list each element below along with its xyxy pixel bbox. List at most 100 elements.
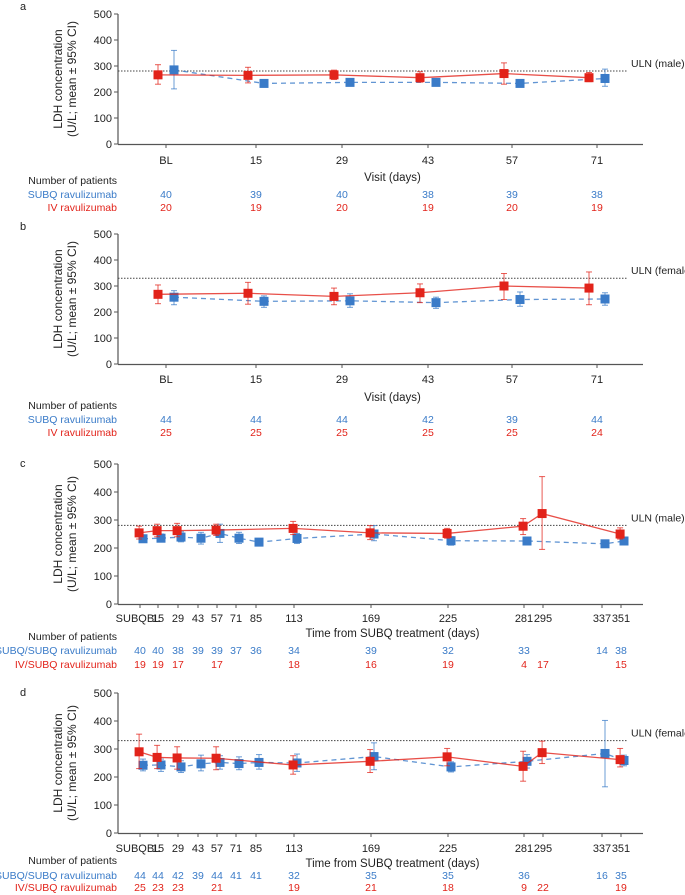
patients-count: 25 <box>160 427 172 439</box>
patients-count: 18 <box>442 882 454 894</box>
patients-count: 44 <box>250 414 262 426</box>
data-point <box>211 525 221 535</box>
y-tick-label: 200 <box>94 87 112 99</box>
data-point <box>172 526 182 536</box>
x-tick-label: 169 <box>362 613 380 625</box>
patients-count: 44 <box>591 414 603 426</box>
data-point <box>172 753 182 763</box>
data-point <box>152 526 162 536</box>
y-tick-label: 100 <box>94 333 112 345</box>
patients-count: 19 <box>442 659 454 671</box>
data-point <box>365 756 375 766</box>
y-tick-label: 200 <box>94 772 112 784</box>
x-tick-label: 15 <box>250 374 262 386</box>
series-line-subq <box>173 296 606 304</box>
patients-count: 38 <box>615 645 627 657</box>
patients-count: 4 <box>521 659 527 671</box>
y-tick-label: 100 <box>94 113 112 125</box>
y-tick-label: 200 <box>94 307 112 319</box>
y-tick-label: 500 <box>94 229 112 241</box>
patients-count: 44 <box>152 870 164 882</box>
x-axis-label: Visit (days) <box>364 392 421 404</box>
patients-count: 38 <box>422 189 434 201</box>
data-point <box>259 296 269 306</box>
y-axis-label-2: (U/L; mean ± 95% CI) <box>65 21 79 137</box>
patients-count: 44 <box>160 414 172 426</box>
y-tick-label: 400 <box>94 487 112 499</box>
data-point <box>176 762 186 772</box>
patients-count: 25 <box>134 882 146 894</box>
x-tick-label: 43 <box>192 843 204 855</box>
series-line-subq <box>173 69 606 85</box>
patients-count: 42 <box>172 870 184 882</box>
data-point <box>153 70 163 80</box>
data-point <box>169 292 179 302</box>
patients-count: 16 <box>365 659 377 671</box>
patients-count: 38 <box>591 189 603 201</box>
uln-label: ULN (male) <box>631 512 685 524</box>
data-point <box>211 753 221 763</box>
y-axis-label: LDH concentration <box>51 484 65 583</box>
y-tick-label: 0 <box>106 599 112 611</box>
data-point <box>615 755 625 765</box>
data-point <box>515 295 525 305</box>
patients-row-label: SUBQ/SUBQ ravulizumab <box>0 870 117 882</box>
data-point <box>600 294 610 304</box>
data-point <box>152 752 162 762</box>
y-axis-label-2: (U/L; mean ± 95% CI) <box>65 705 79 821</box>
patients-count: 40 <box>134 645 146 657</box>
panel-label: a <box>20 1 27 13</box>
patients-count: 42 <box>422 414 434 426</box>
y-tick-label: 100 <box>94 571 112 583</box>
data-point <box>522 756 532 766</box>
patients-count: 39 <box>211 645 223 657</box>
patients-count: 44 <box>336 414 348 426</box>
panel-a: a 0 100 200 300 400 500 LDH concentration (U/L; … <box>20 1 685 214</box>
patients-count: 25 <box>250 427 262 439</box>
data-point <box>446 762 456 772</box>
data-point <box>499 281 509 291</box>
x-tick-label: 71 <box>230 613 242 625</box>
x-tick-label: SUBQBL <box>116 843 161 855</box>
data-point <box>615 529 625 539</box>
x-tick-label: 43 <box>192 613 204 625</box>
patients-count: 39 <box>192 645 204 657</box>
x-tick-label: SUBQBL <box>116 613 161 625</box>
patients-count: 15 <box>615 659 627 671</box>
patients-row-label: IV/SUBQ ravulizumab <box>15 882 117 894</box>
data-point <box>537 509 547 519</box>
data-point <box>292 533 302 543</box>
x-axis-label: Visit (days) <box>364 172 421 184</box>
y-tick-label: 500 <box>94 9 112 21</box>
patients-count: 40 <box>152 645 164 657</box>
patients-count: 23 <box>172 882 184 894</box>
patients-count: 19 <box>134 659 146 671</box>
data-point <box>196 759 206 769</box>
patients-count: 19 <box>615 882 627 894</box>
patients-count: 36 <box>250 645 262 657</box>
data-point <box>176 532 186 542</box>
patients-count: 33 <box>518 645 530 657</box>
patients-count: 39 <box>250 189 262 201</box>
x-tick-label: 29 <box>336 374 348 386</box>
patients-count: 39 <box>506 414 518 426</box>
data-point <box>345 296 355 306</box>
x-tick-label: 57 <box>506 374 518 386</box>
x-tick-label: 85 <box>250 613 262 625</box>
data-point <box>196 533 206 543</box>
x-tick-label: 225 <box>439 613 457 625</box>
x-tick-label: 85 <box>250 843 262 855</box>
y-tick-label: 300 <box>94 744 112 756</box>
patients-count: 40 <box>336 189 348 201</box>
patients-count: 21 <box>211 882 223 894</box>
data-point <box>600 748 610 758</box>
data-point <box>365 528 375 538</box>
patients-count: 19 <box>152 659 164 671</box>
patients-count: 40 <box>160 189 172 201</box>
patients-count: 14 <box>596 645 608 657</box>
data-point <box>619 536 629 546</box>
data-point <box>415 288 425 298</box>
patients-row-label: IV/SUBQ ravulizumab <box>15 659 117 671</box>
patients-count: 25 <box>506 427 518 439</box>
